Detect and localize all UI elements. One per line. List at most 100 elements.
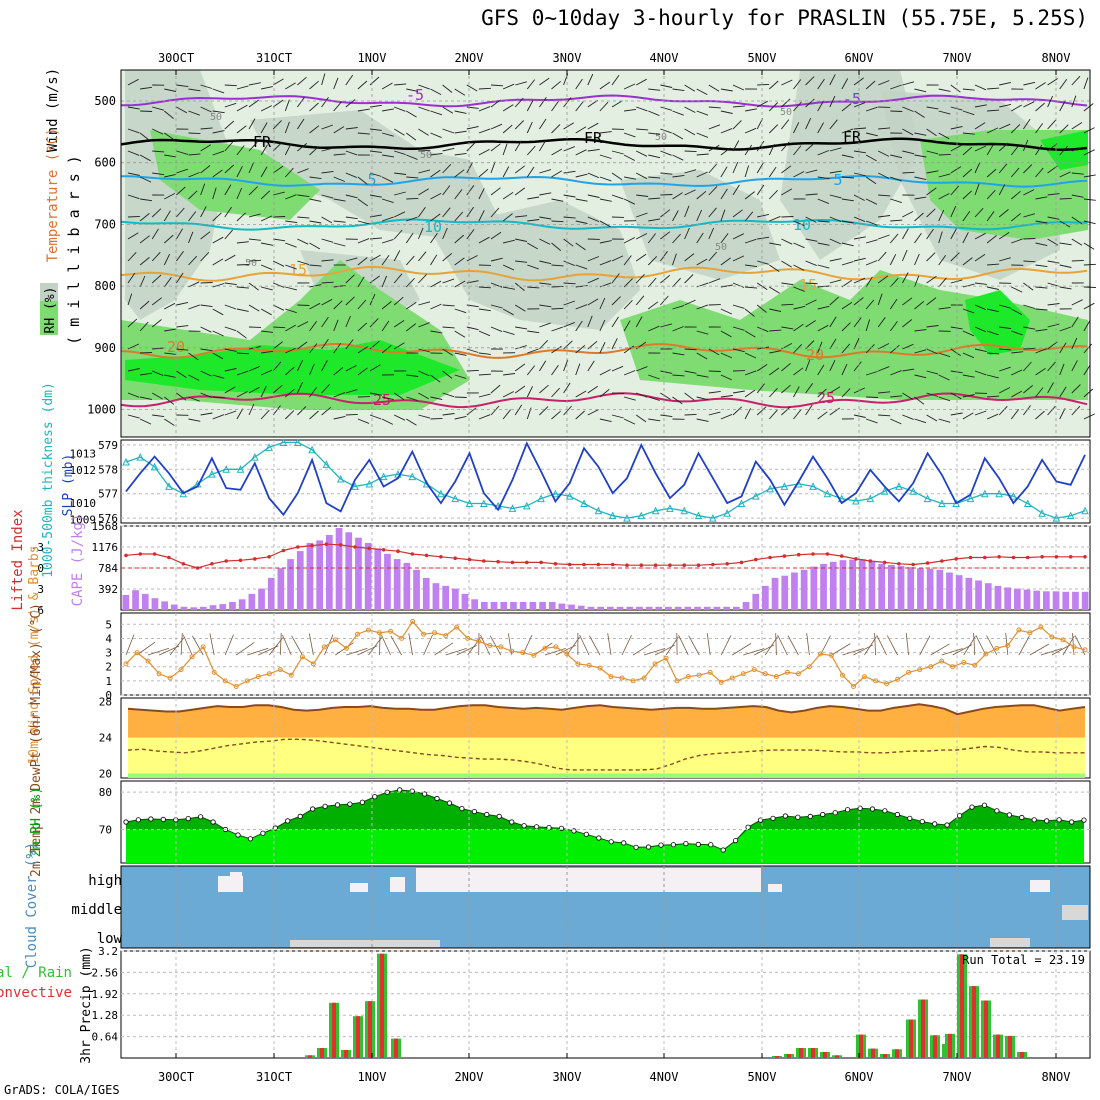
top-date-tick: 8NOV bbox=[1042, 51, 1071, 65]
wind-barb bbox=[1035, 220, 1048, 224]
wind-barb bbox=[999, 257, 1011, 262]
wind-barb bbox=[466, 206, 474, 218]
thickness-point bbox=[694, 511, 703, 520]
wind-barb bbox=[805, 383, 814, 394]
wind-barb bbox=[974, 84, 987, 91]
wind-barb bbox=[672, 132, 684, 140]
cape-bar bbox=[713, 606, 721, 610]
lifted-index-point bbox=[567, 562, 572, 567]
wind-barb bbox=[248, 282, 259, 291]
wind-barb bbox=[805, 299, 817, 306]
wind-barb bbox=[297, 143, 307, 152]
wind-barb bbox=[200, 183, 206, 196]
rh-point bbox=[782, 813, 789, 819]
wind-barb bbox=[502, 166, 510, 178]
wind-barb bbox=[914, 232, 922, 244]
lifted-index-point bbox=[539, 560, 543, 565]
isotherm-label: -5 bbox=[843, 90, 861, 108]
wind-barb bbox=[333, 176, 345, 182]
wind-barb bbox=[660, 231, 671, 240]
wind-barb bbox=[1023, 237, 1036, 240]
wind-speed-point bbox=[332, 637, 338, 643]
wind-barb bbox=[212, 187, 217, 200]
wind-barb bbox=[480, 634, 491, 656]
wind-barb bbox=[684, 348, 697, 351]
wind-barb bbox=[127, 368, 140, 372]
wind-barb bbox=[684, 189, 696, 196]
wind-speed-point bbox=[1082, 647, 1088, 653]
lifted-index-point bbox=[1025, 555, 1030, 560]
wind-barb bbox=[865, 220, 878, 226]
lifted-tick-label: 0 bbox=[37, 562, 44, 575]
wind-barb bbox=[224, 229, 234, 240]
wind-barb bbox=[285, 264, 297, 270]
slp-line bbox=[125, 441, 1086, 517]
wind-barb bbox=[176, 84, 189, 88]
cape-bar bbox=[771, 577, 779, 610]
wind-barb bbox=[768, 80, 779, 90]
wind-barb bbox=[986, 211, 995, 222]
wind-barb bbox=[1071, 216, 1083, 225]
wind-barb bbox=[164, 173, 177, 178]
wind-barb bbox=[672, 154, 684, 161]
wind-barb bbox=[502, 192, 514, 200]
wind-barb bbox=[768, 102, 779, 112]
thickness-point bbox=[122, 457, 130, 466]
wind-barb bbox=[321, 238, 334, 243]
wind-barb bbox=[140, 396, 152, 400]
wind-barb bbox=[127, 293, 133, 306]
wind-barb bbox=[926, 170, 939, 174]
wind-barb bbox=[684, 150, 697, 153]
wind-barb bbox=[478, 393, 491, 398]
wind-barb bbox=[260, 286, 273, 291]
wind-barb bbox=[684, 413, 697, 416]
wind-barb bbox=[853, 337, 860, 350]
wind-barb bbox=[442, 413, 455, 416]
cape-bar bbox=[917, 568, 924, 610]
wind-barb bbox=[865, 132, 878, 137]
cape-bar bbox=[577, 605, 585, 610]
wind-barb bbox=[442, 163, 452, 174]
wind-barb bbox=[720, 233, 729, 244]
wind-barb bbox=[406, 216, 418, 222]
wind-barb bbox=[1083, 364, 1091, 376]
rh-point bbox=[695, 841, 701, 848]
wind-barb bbox=[777, 635, 788, 656]
wind-barb bbox=[926, 150, 939, 155]
wind-barb bbox=[272, 361, 282, 372]
wind-barb bbox=[817, 411, 828, 420]
thickness-point bbox=[923, 494, 932, 503]
rh-point bbox=[1006, 812, 1013, 818]
wind-barb bbox=[914, 275, 920, 288]
wind-barb bbox=[720, 88, 733, 92]
wind-barb bbox=[248, 186, 258, 196]
thickness-line bbox=[125, 441, 1086, 519]
wind-barb bbox=[829, 360, 836, 372]
wind-barb bbox=[611, 316, 619, 328]
wind-barb bbox=[575, 78, 583, 90]
cape-bar bbox=[422, 577, 430, 610]
wind-barb bbox=[914, 196, 927, 200]
cape-bar bbox=[607, 606, 614, 610]
wind-barb bbox=[151, 228, 159, 240]
wind-barb bbox=[817, 305, 830, 310]
wind-speed-point bbox=[553, 644, 559, 650]
wind-barb bbox=[321, 360, 328, 372]
lifted-index-point bbox=[610, 562, 615, 567]
wind-barb bbox=[672, 326, 684, 332]
wind-barb bbox=[1059, 342, 1067, 354]
wind-barb bbox=[200, 206, 207, 218]
precip-convective-bar bbox=[859, 1034, 863, 1058]
wind-barb bbox=[829, 170, 842, 174]
wind-barb bbox=[768, 166, 777, 178]
wind-barb bbox=[309, 321, 317, 332]
wind-barb bbox=[660, 172, 673, 175]
wind-barb bbox=[272, 142, 283, 152]
wind-barb bbox=[394, 211, 406, 218]
wind-barb bbox=[829, 296, 840, 306]
isotherm-label: 15 bbox=[289, 261, 307, 279]
wind-barb bbox=[442, 326, 455, 329]
wind-barb bbox=[442, 392, 455, 398]
wind-barb bbox=[539, 97, 547, 108]
rh-point bbox=[210, 819, 216, 825]
